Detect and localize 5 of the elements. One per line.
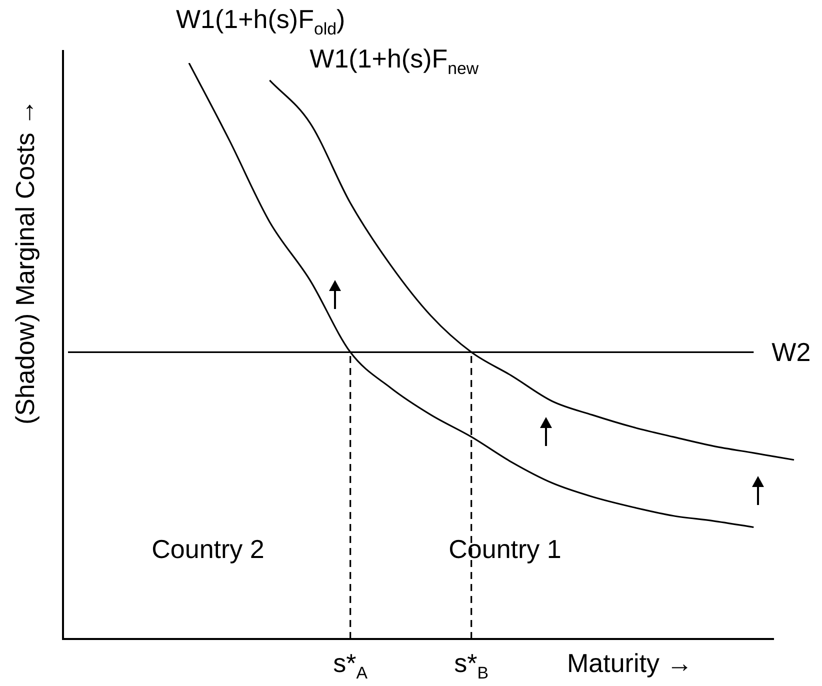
series-label: W2 — [772, 337, 811, 368]
x-axis-title: Maturity → — [567, 648, 693, 678]
y-axis-title: (Shadow) Marginal Costs → — [10, 99, 40, 425]
annotation: Country 1 — [448, 534, 562, 564]
annotation: Country 2 — [152, 534, 264, 564]
